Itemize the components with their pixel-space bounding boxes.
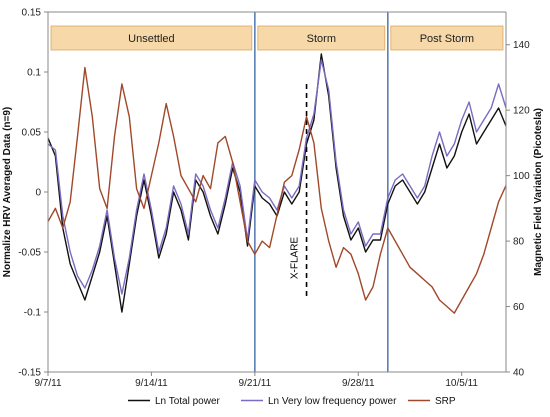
right-tick-label: 140 — [513, 40, 530, 51]
left-tick-label: -0.05 — [18, 248, 41, 259]
legend-label-srp: SRP — [435, 396, 456, 407]
period-label-storm: Storm — [307, 33, 336, 45]
left-tick-label: 0.1 — [27, 68, 41, 79]
period-band-storm — [257, 25, 386, 51]
right-tick-label: 80 — [513, 237, 525, 248]
right-tick-label: 100 — [513, 171, 530, 182]
x-flare-label: X-FLARE — [290, 237, 301, 280]
period-dividers — [254, 12, 389, 372]
x-tick-label: 10/5/11 — [445, 378, 478, 389]
left-tick-label: 0.15 — [22, 8, 42, 19]
x-tick-label: 9/28/11 — [342, 378, 375, 389]
axes-layer — [47, 11, 507, 373]
ticks-layer: 0.15 0.1 0.05 0 -0.05 -0.1 -0.15 40 60 80 100 120 14… — [18, 8, 530, 390]
y-axis-label-right: Magnetic Field Variation (Picotesla) — [533, 108, 544, 276]
x-tick-label: 9/21/11 — [239, 378, 272, 389]
period-label-post-storm: Post Storm — [420, 33, 474, 45]
period-bands: Unsettled Storm Post Storm — [50, 25, 504, 51]
legend: Ln Total power Ln Very low frequency pow… — [128, 396, 456, 407]
series-layer — [47, 53, 507, 314]
right-tick-label: 40 — [513, 368, 525, 379]
right-tick-label: 60 — [513, 302, 525, 313]
left-tick-label: 0 — [35, 188, 41, 199]
legend-label-vlf-power: Ln Very low frequency power — [268, 396, 397, 407]
period-band-unsettled — [50, 25, 253, 51]
period-band-post-storm — [390, 25, 504, 51]
right-tick-label: 120 — [513, 106, 530, 117]
y-axis-label-left: Normalize HRV Averaged Data (n=9) — [2, 107, 13, 278]
x-tick-label: 9/14/11 — [135, 378, 168, 389]
x-tick-label: 9/7/11 — [34, 378, 61, 389]
series-line-ln-total-power — [47, 53, 507, 313]
x-flare-annotation: X-FLARE — [290, 84, 308, 300]
left-tick-label: -0.1 — [24, 308, 42, 319]
series-line-srp — [47, 66, 507, 314]
left-tick-label: 0.05 — [22, 128, 42, 139]
legend-label-total-power: Ln Total power — [155, 396, 221, 407]
period-label-unsettled: Unsettled — [128, 33, 174, 45]
left-tick-label: -0.15 — [18, 368, 41, 379]
series-line-ln-very-low-frequency-power — [47, 59, 507, 295]
